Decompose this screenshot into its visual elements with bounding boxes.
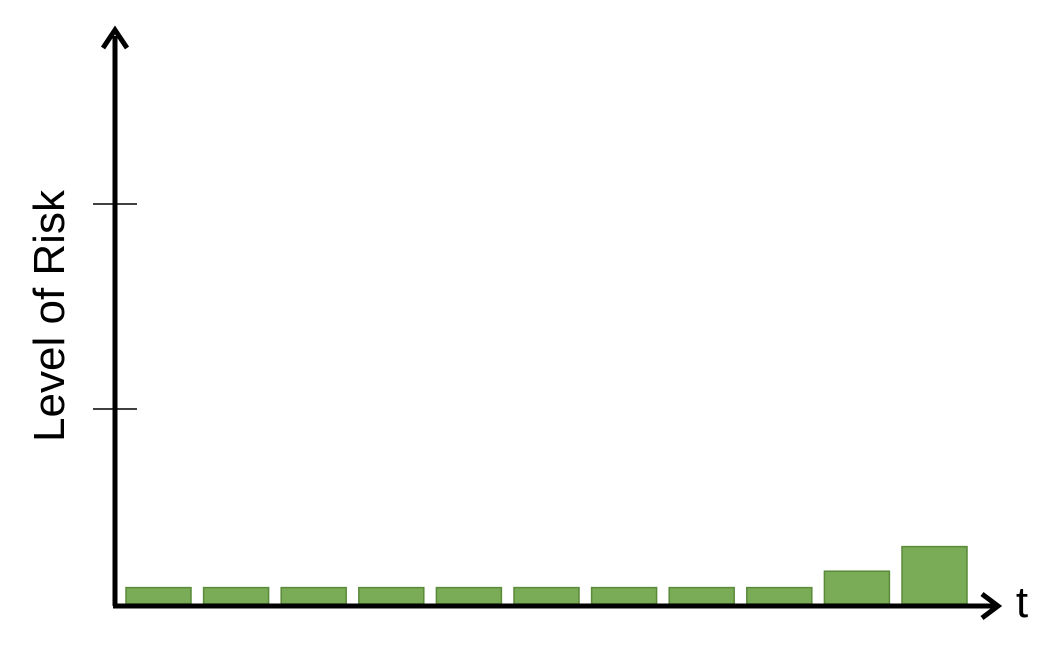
bar	[513, 586, 580, 605]
bar	[358, 586, 425, 605]
bar	[901, 545, 968, 605]
bar	[125, 586, 192, 605]
bars-group	[125, 545, 968, 605]
bar	[823, 570, 891, 605]
y-axis-arrowhead	[100, 25, 130, 50]
bar	[746, 586, 813, 605]
axes-group	[100, 25, 1003, 620]
bar	[280, 586, 347, 605]
bar	[668, 586, 735, 605]
x-axis-label: t	[1016, 578, 1028, 627]
bar	[202, 586, 270, 605]
bar	[435, 586, 503, 605]
y-axis-label: Level of Risk	[25, 189, 74, 442]
bar	[590, 586, 658, 605]
x-axis-arrowhead	[980, 592, 1003, 620]
